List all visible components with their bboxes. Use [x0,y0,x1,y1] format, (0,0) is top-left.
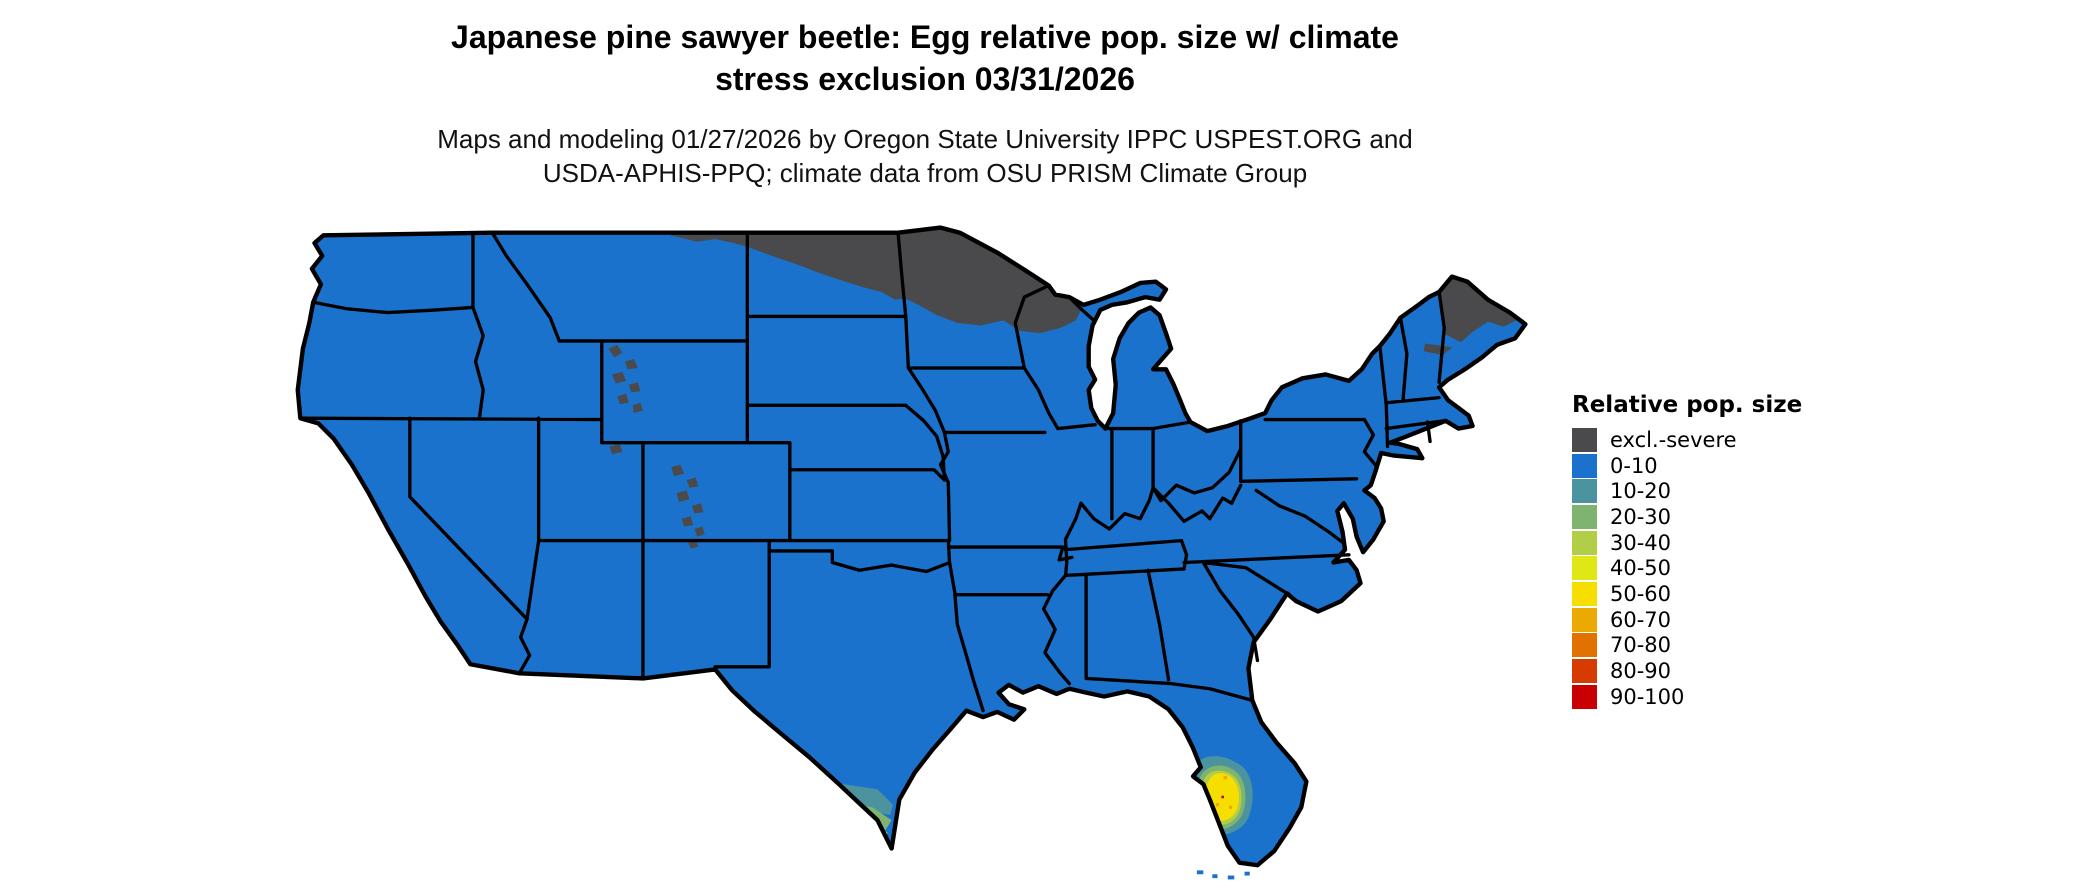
legend-swatch-70-80 [1572,633,1597,658]
us-choropleth-map [295,225,1532,891]
legend-label: 50-60 [1610,581,1672,606]
legend-item: 80-90 [1572,658,1872,684]
legend-label: 10-20 [1610,479,1672,504]
us-map-svg [295,225,1532,880]
legend-label: 80-90 [1610,659,1672,684]
legend-item: 30-40 [1572,530,1872,556]
us-landmass-base [297,227,1526,866]
legend-item: 10-20 [1572,478,1872,504]
legend-item: 40-50 [1572,555,1872,581]
legend-swatch-90-100 [1572,684,1597,709]
legend-item: 0-10 [1572,453,1872,479]
legend-item: 90-100 [1572,684,1872,710]
legend-swatch-80-90 [1572,659,1597,684]
map-legend: Relative pop. size excl.-severe 0-10 10-… [1572,392,1872,710]
map-subtitle-line2: USDA-APHIS-PPQ; climate data from OSU PR… [542,158,1308,189]
legend-item: 60-70 [1572,607,1872,633]
legend-label: 30-40 [1610,530,1672,555]
map-title: Japanese pine sawyer beetle: Egg relativ… [0,16,1850,100]
legend-swatch-0-10 [1572,453,1597,478]
map-subtitle-line1: Maps and modeling 01/27/2026 by Oregon S… [437,124,1413,154]
legend-label: 0-10 [1610,453,1658,478]
legend-label: 70-80 [1610,633,1672,658]
legend-label: 20-30 [1610,504,1672,529]
legend-item: 20-30 [1572,504,1872,530]
legend-label: 40-50 [1610,556,1672,581]
map-title-line1: Japanese pine sawyer beetle: Egg relativ… [451,19,1399,55]
legend-swatch-excl-severe [1572,427,1597,452]
legend-swatch-20-30 [1572,504,1597,529]
legend-label: 90-100 [1610,684,1685,709]
map-title-line2: stress exclusion 03/31/2026 [715,61,1135,98]
state-borders [298,231,1446,713]
legend-swatch-40-50 [1572,556,1597,581]
map-subtitle: Maps and modeling 01/27/2026 by Oregon S… [0,122,1850,190]
legend-item: 70-80 [1572,633,1872,659]
florida-keys [1196,870,1250,880]
legend-swatch-60-70 [1572,607,1597,632]
legend-item: excl.-severe [1572,427,1872,453]
legend-label: 60-70 [1610,607,1672,632]
legend-title: Relative pop. size [1572,392,1803,418]
legend-swatch-30-40 [1572,530,1597,555]
legend-item: 50-60 [1572,581,1872,607]
legend-swatch-50-60 [1572,581,1597,606]
legend-label: excl.-severe [1610,427,1737,452]
legend-swatch-10-20 [1572,479,1597,504]
